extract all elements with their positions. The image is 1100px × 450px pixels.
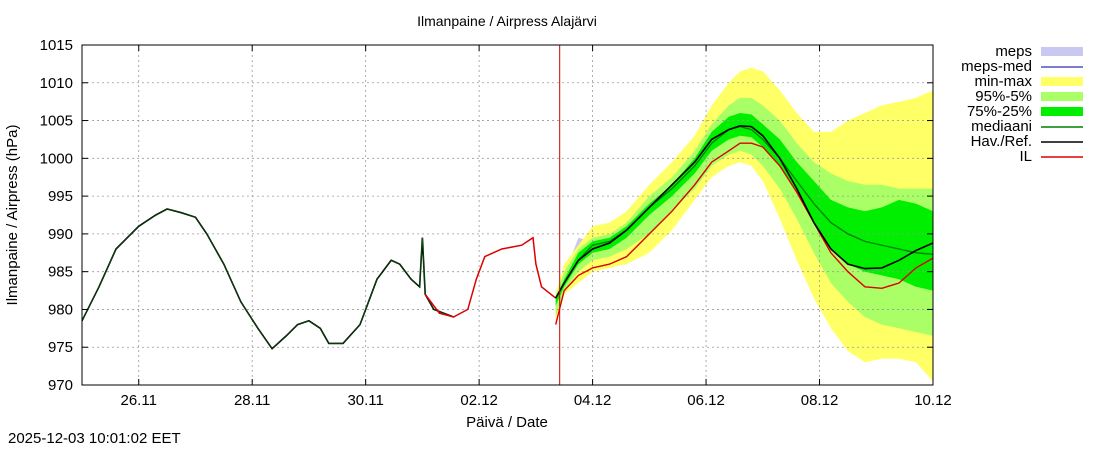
legend-swatch-p75-25	[1041, 107, 1083, 116]
x-tick-label: 28.11	[234, 392, 270, 409]
y-tick-label: 985	[48, 264, 73, 281]
y-tick-label: 995	[48, 188, 73, 205]
grid-lines	[82, 45, 933, 385]
legend-swatch-p95-5	[1041, 92, 1083, 101]
x-axis-label: Päivä / Date	[466, 414, 548, 431]
legend-swatch-min-max	[1041, 77, 1083, 86]
il-forecast-line	[555, 142, 934, 325]
p95-5-band	[555, 97, 933, 336]
legend-label-meps: meps	[995, 43, 1032, 60]
y-tick-label: 990	[48, 226, 73, 243]
legend-label-min-max: min-max	[974, 73, 1032, 90]
plot-frame	[81, 44, 934, 386]
y-tick-label: 1000	[40, 150, 73, 167]
observed-line	[81, 208, 454, 350]
x-tick-label: 08.12	[801, 392, 839, 409]
x-tick-label: 10.12	[914, 392, 952, 409]
chart-title: Ilmanpaine / Airpress Alajärvi	[417, 13, 597, 29]
y-tick-label: 1015	[40, 37, 73, 54]
x-tick-label: 06.12	[687, 392, 725, 409]
timestamp: 2025-12-03 10:01:02 EET	[8, 430, 181, 447]
series-lines	[81, 124, 934, 350]
legend-label-meps-med: meps-med	[961, 58, 1032, 75]
legend-label-p75-25: 75%-25%	[967, 103, 1032, 120]
min-max-band	[555, 67, 933, 382]
x-axis-ticks: 26.11 28.11 30.11 02.12 04.12 06.12 08.12 10.12	[121, 45, 952, 409]
y-tick-label: 1010	[40, 75, 73, 92]
x-tick-label: 30.11	[347, 392, 383, 409]
legend: mepsmeps-medmin-max95%-5%75%-25%mediaani…	[961, 43, 1083, 165]
legend-swatch-meps	[1041, 47, 1083, 56]
legend-label-mediaani: mediaani	[971, 118, 1032, 135]
mediaani-line	[555, 125, 934, 299]
hav-forecast-line	[555, 124, 934, 299]
y-tick-label: 975	[48, 339, 73, 356]
legend-label-hav: Hav./Ref.	[971, 133, 1032, 150]
y-axis-label: Ilmanpaine / Airpress (hPa)	[4, 125, 21, 306]
il-observed-line	[424, 236, 557, 318]
observed-line-overlay	[81, 208, 454, 350]
legend-label-il: IL	[1019, 148, 1032, 165]
x-tick-label: 04.12	[574, 392, 612, 409]
y-tick-label: 980	[48, 301, 73, 318]
y-axis-ticks: 970 975 980 985 990 995 1000 1005 1010 1015	[40, 37, 933, 394]
y-tick-label: 1005	[40, 113, 73, 130]
ensemble-bands	[555, 67, 933, 382]
x-tick-label: 26.11	[121, 392, 157, 409]
y-tick-label: 970	[48, 377, 73, 394]
legend-label-p95-5: 95%-5%	[975, 88, 1032, 105]
x-tick-label: 02.12	[460, 392, 498, 409]
